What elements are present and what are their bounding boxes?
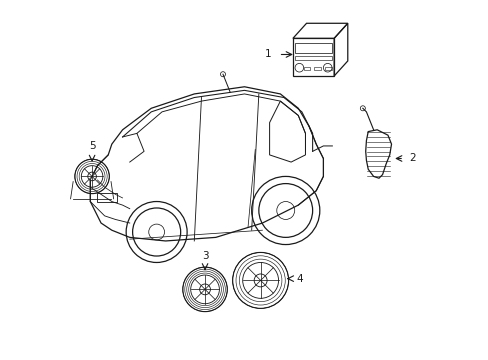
Text: 3: 3: [202, 251, 208, 261]
Bar: [294, 56, 332, 60]
Circle shape: [88, 172, 96, 181]
Bar: [303, 67, 309, 70]
Bar: [294, 43, 332, 53]
Circle shape: [254, 274, 266, 287]
Circle shape: [360, 106, 365, 111]
Bar: [314, 67, 320, 70]
Bar: [292, 39, 333, 76]
Text: 4: 4: [296, 274, 303, 284]
Bar: [325, 67, 331, 70]
Text: 1: 1: [264, 49, 271, 59]
Circle shape: [220, 72, 225, 77]
Text: 2: 2: [408, 153, 415, 163]
Circle shape: [199, 284, 210, 295]
Bar: [97, 193, 117, 202]
Text: 5: 5: [89, 141, 95, 151]
